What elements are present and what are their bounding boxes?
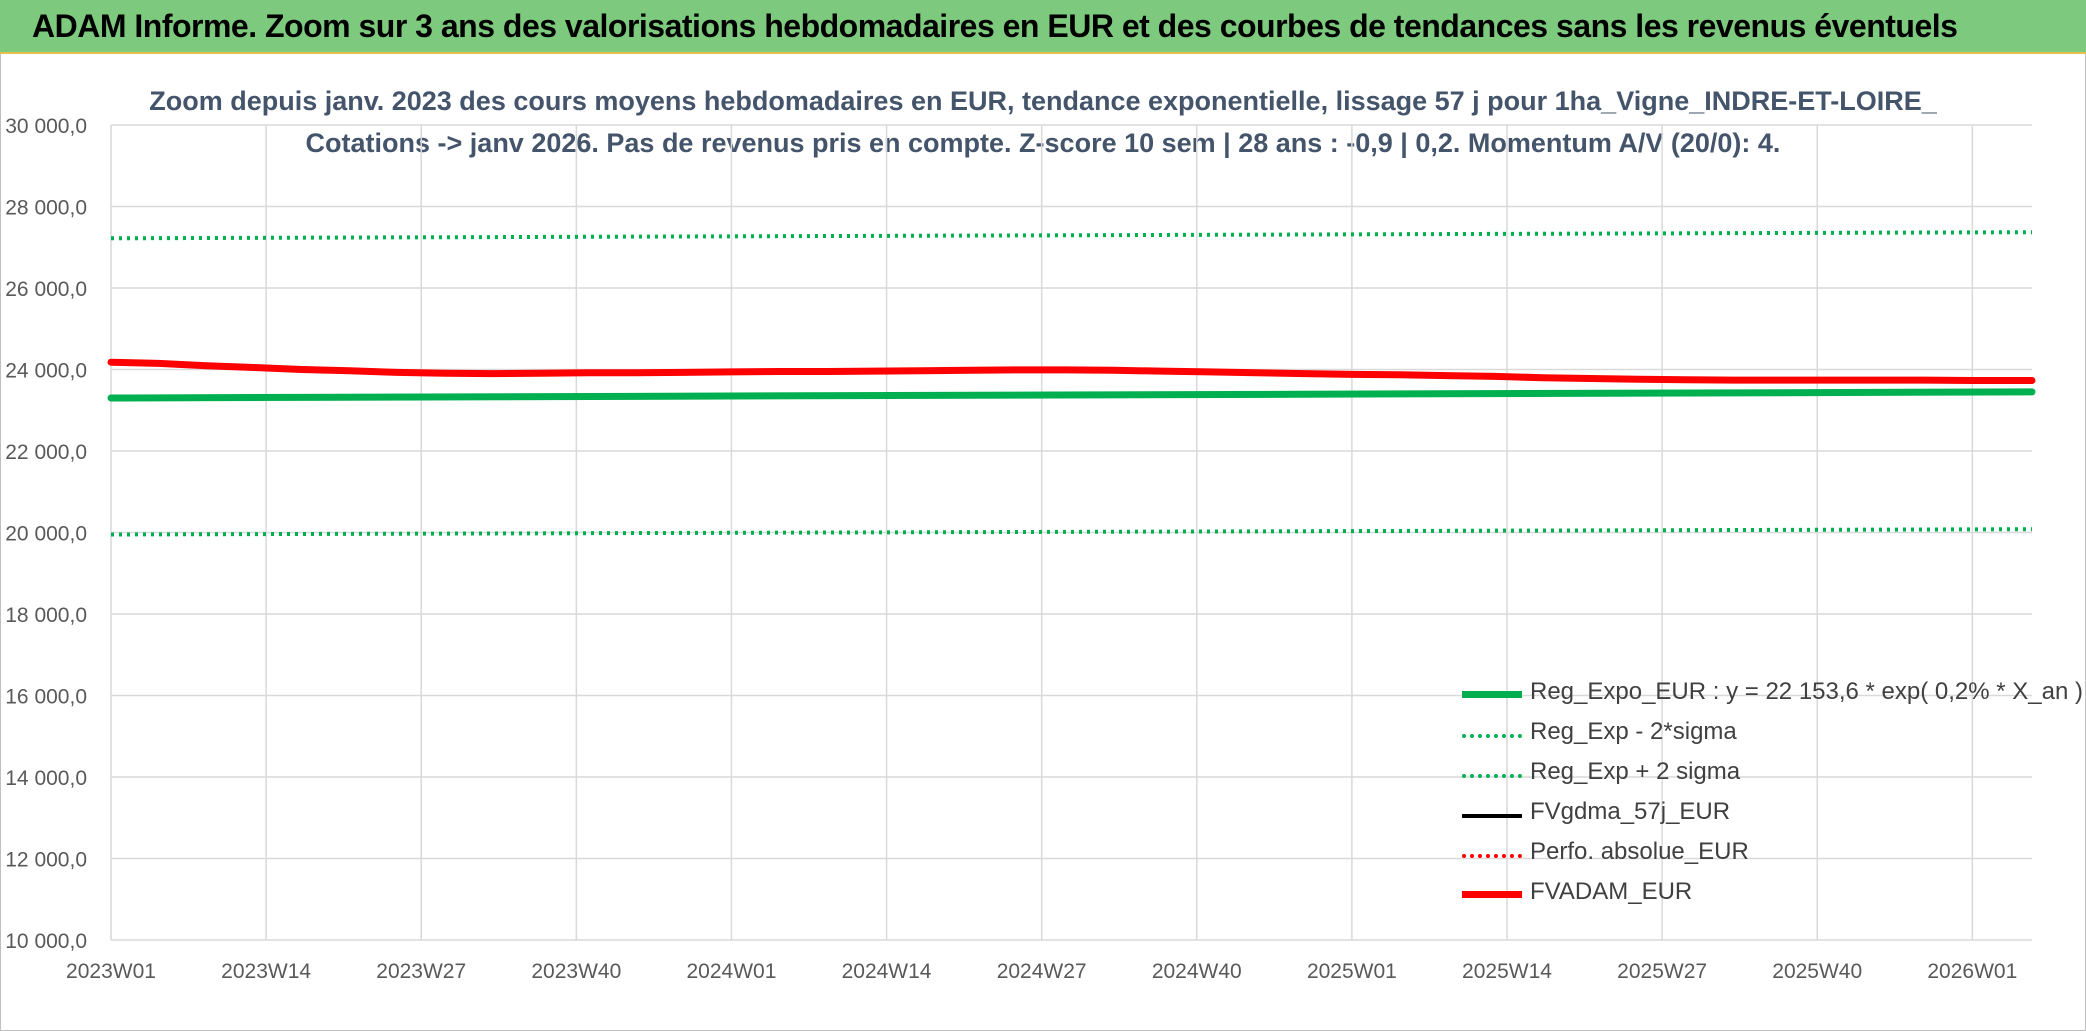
y-tick-label: 16 000,0 bbox=[5, 686, 87, 709]
x-tick-label: 2024W27 bbox=[997, 960, 1087, 983]
y-tick-label: 26 000,0 bbox=[5, 278, 87, 301]
series-line bbox=[107, 358, 2036, 384]
chart-subtitle: Cotations -> janv 2026. Pas de revenus p… bbox=[305, 128, 1781, 158]
chart-title: Zoom depuis janv. 2023 des cours moyens … bbox=[149, 86, 1937, 116]
x-tick-label: 2025W14 bbox=[1462, 960, 1552, 983]
y-tick-label: 30 000,0 bbox=[5, 115, 87, 138]
series-line bbox=[110, 527, 2033, 537]
x-tick-label: 2024W01 bbox=[686, 960, 776, 983]
report-banner: ADAM Informe. Zoom sur 3 ans des valoris… bbox=[0, 0, 2086, 54]
series-line bbox=[110, 230, 2033, 241]
x-tick-label: 2024W14 bbox=[842, 960, 932, 983]
banner-title: ADAM Informe. Zoom sur 3 ans des valoris… bbox=[32, 8, 1958, 44]
legend-swatch bbox=[1462, 691, 1522, 698]
y-tick-label: 20 000,0 bbox=[5, 523, 87, 546]
legend-label: FVADAM_EUR bbox=[1530, 878, 1693, 905]
series-line bbox=[107, 388, 2036, 402]
legend-swatch bbox=[1462, 891, 1522, 898]
x-tick-label: 2026W01 bbox=[1927, 960, 2017, 983]
x-tick-label: 2024W40 bbox=[1152, 960, 1242, 983]
y-tick-label: 10 000,0 bbox=[5, 930, 87, 953]
x-tick-label: 2025W01 bbox=[1307, 960, 1397, 983]
y-tick-label: 12 000,0 bbox=[5, 849, 87, 872]
x-tick-label: 2023W14 bbox=[221, 960, 311, 983]
legend-label: FVgdma_57j_EUR bbox=[1530, 798, 1731, 825]
legend-label: Reg_Expo_EUR : y = 22 153,6 * exp( 0,2% … bbox=[1530, 678, 2083, 705]
y-tick-label: 14 000,0 bbox=[5, 767, 87, 790]
legend-swatch bbox=[1462, 774, 1522, 778]
x-tick-label: 2023W40 bbox=[531, 960, 621, 983]
x-tick-label: 2023W27 bbox=[376, 960, 466, 983]
y-tick-label: 18 000,0 bbox=[5, 604, 87, 627]
legend-swatch bbox=[1462, 814, 1522, 818]
legend-label: Reg_Exp - 2*sigma bbox=[1530, 718, 1737, 745]
y-tick-label: 22 000,0 bbox=[5, 441, 87, 464]
y-tick-label: 24 000,0 bbox=[5, 360, 87, 383]
x-tick-label: 2025W27 bbox=[1617, 960, 1707, 983]
legend-label: Perfo. absolue_EUR bbox=[1530, 838, 1749, 865]
legend-label: Reg_Exp + 2 sigma bbox=[1530, 758, 1741, 785]
y-tick-label: 28 000,0 bbox=[5, 197, 87, 220]
legend-swatch bbox=[1462, 854, 1522, 858]
x-tick-label: 2025W40 bbox=[1772, 960, 1862, 983]
legend-swatch bbox=[1462, 734, 1522, 738]
x-tick-label: 2023W01 bbox=[66, 960, 156, 983]
